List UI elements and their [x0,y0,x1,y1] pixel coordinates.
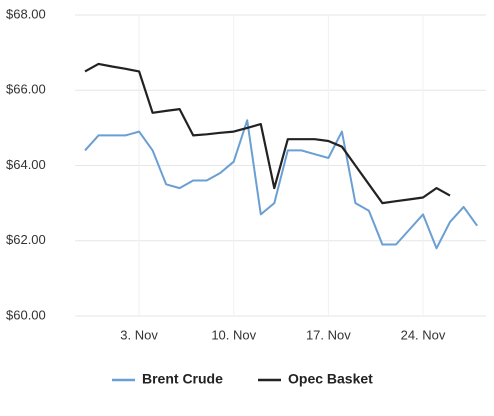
legend: Brent Crude Opec Basket [112,371,373,387]
legend-label: Opec Basket [288,371,373,387]
x-tick-label: 3. Nov [120,327,158,342]
series-line [84,62,451,205]
x-tick-label: 24. Nov [401,327,446,342]
y-tick-label: $60.00 [6,307,46,322]
y-tick-label: $64.00 [6,157,46,172]
y-tick-label: $68.00 [6,6,46,21]
series-line [84,119,478,250]
x-tick-label: 17. Nov [306,327,351,342]
y-tick-label: $62.00 [6,232,46,247]
x-tick-label: 10. Nov [211,327,256,342]
legend-label: Brent Crude [142,371,223,387]
y-tick-label: $66.00 [6,82,46,97]
